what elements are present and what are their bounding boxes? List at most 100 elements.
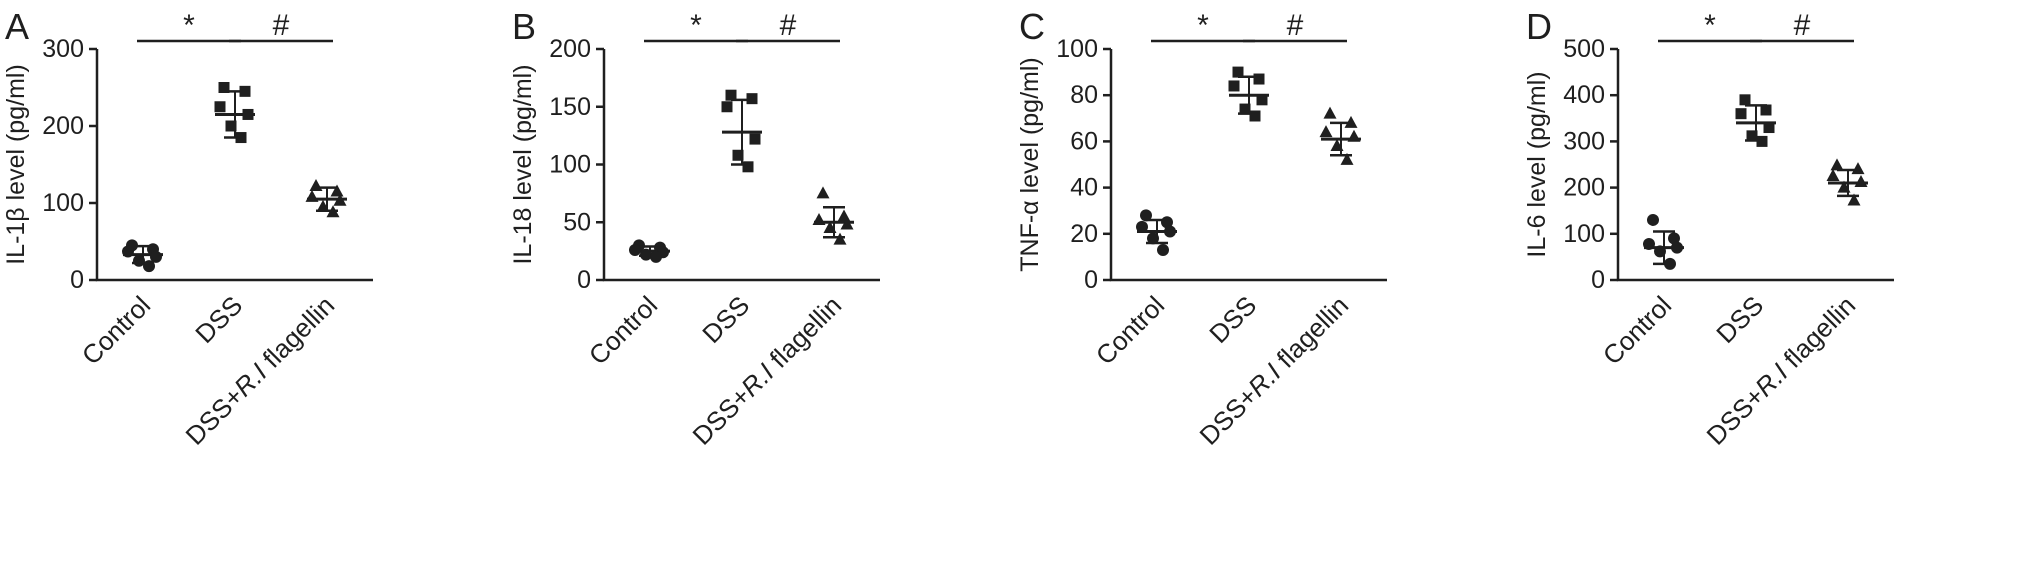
data-point-circle bbox=[1161, 216, 1173, 229]
data-point-triangle bbox=[833, 232, 847, 245]
significance-label: # bbox=[1794, 9, 1811, 42]
significance-label: * bbox=[690, 9, 702, 42]
y-axis-label: TNF-α level (pg/ml) bbox=[1016, 57, 1044, 271]
y-tick-label: 200 bbox=[42, 112, 84, 140]
y-tick-label: 0 bbox=[70, 266, 84, 294]
panel-letter: B bbox=[512, 6, 536, 47]
significance-label: # bbox=[273, 9, 290, 42]
panel-letter: D bbox=[1526, 6, 1552, 47]
data-point-triangle bbox=[816, 186, 830, 199]
x-category-label: Control bbox=[583, 290, 663, 370]
group-DSS bbox=[721, 89, 762, 173]
y-axis-label: IL-6 level (pg/ml) bbox=[1523, 71, 1551, 257]
data-point-square bbox=[242, 108, 254, 120]
data-point-square bbox=[1232, 66, 1244, 78]
x-category-label: DSS bbox=[1710, 290, 1769, 349]
data-point-triangle bbox=[1854, 175, 1868, 188]
data-point-circle bbox=[122, 245, 134, 258]
data-point-triangle bbox=[1347, 129, 1361, 142]
group-Control bbox=[1643, 213, 1684, 270]
data-point-circle bbox=[650, 250, 662, 263]
data-point-circle bbox=[640, 248, 652, 261]
data-point-square bbox=[1239, 103, 1251, 115]
significance-label: # bbox=[1287, 9, 1304, 42]
data-point-triangle bbox=[840, 217, 854, 230]
x-category-label: Control bbox=[76, 290, 156, 370]
x-category-label: Control bbox=[1597, 290, 1677, 370]
significance-label: # bbox=[780, 9, 797, 42]
data-point-square bbox=[1760, 104, 1772, 116]
group-Control bbox=[629, 239, 670, 263]
x-category-label: Control bbox=[1090, 290, 1170, 370]
data-point-circle bbox=[133, 254, 145, 267]
data-point-square bbox=[1763, 122, 1775, 134]
data-point-circle bbox=[1664, 257, 1676, 270]
data-point-triangle bbox=[823, 221, 837, 234]
data-point-square bbox=[1256, 94, 1268, 106]
y-tick-label: 500 bbox=[1563, 35, 1605, 63]
data-point-triangle bbox=[1851, 162, 1865, 175]
group-DSS+R.I flagellin bbox=[812, 186, 854, 245]
data-point-square bbox=[1249, 110, 1261, 122]
data-point-square bbox=[732, 149, 744, 161]
data-point-triangle bbox=[1837, 180, 1851, 193]
data-point-triangle bbox=[1330, 139, 1344, 152]
significance-label: * bbox=[1197, 9, 1209, 42]
y-tick-label: 100 bbox=[549, 151, 591, 179]
y-tick-label: 400 bbox=[1563, 81, 1605, 109]
y-tick-label: 50 bbox=[563, 208, 591, 236]
data-point-triangle bbox=[309, 179, 323, 192]
data-point-circle bbox=[1668, 232, 1680, 245]
y-tick-label: 300 bbox=[42, 35, 84, 63]
significance-label: * bbox=[1704, 9, 1716, 42]
data-point-triangle bbox=[1323, 106, 1337, 119]
x-category-label: DSS bbox=[1203, 290, 1262, 349]
data-point-triangle bbox=[330, 184, 344, 197]
data-point-circle bbox=[1643, 237, 1655, 250]
panel-D: D IL-6 level (pg/ml) 0 100 200 300 400 500 Contr… bbox=[1521, 0, 2028, 560]
data-point-triangle bbox=[837, 209, 851, 222]
y-tick-label: 100 bbox=[1056, 35, 1098, 63]
data-point-triangle bbox=[1319, 125, 1333, 138]
y-axis-label: IL-1β level (pg/ml) bbox=[2, 64, 30, 265]
data-point-circle bbox=[1164, 225, 1176, 238]
y-tick-label: 0 bbox=[1591, 266, 1605, 294]
data-point-circle bbox=[629, 243, 641, 256]
data-point-square bbox=[235, 132, 247, 144]
data-point-triangle bbox=[1826, 169, 1840, 182]
panel-A: A IL-1β level (pg/ml) 0 100 200 300 Control DSS… bbox=[0, 0, 507, 560]
y-tick-label: 150 bbox=[549, 93, 591, 121]
panel-svg-A: A IL-1β level (pg/ml) 0 100 200 300 Control DSS… bbox=[2, 6, 373, 451]
data-point-circle bbox=[1654, 245, 1666, 258]
group-DSS bbox=[1228, 66, 1269, 122]
data-point-circle bbox=[1136, 220, 1148, 233]
y-tick-label: 100 bbox=[42, 189, 84, 217]
data-point-triangle bbox=[305, 189, 319, 202]
panel-svg-C: C TNF-α level (pg/ml) 0 20 40 60 80 100 Control D… bbox=[1016, 6, 1387, 451]
x-category-label: DSS bbox=[189, 290, 248, 349]
data-point-triangle bbox=[1847, 193, 1861, 206]
y-tick-label: 300 bbox=[1563, 127, 1605, 155]
data-point-square bbox=[1253, 73, 1265, 85]
data-point-square bbox=[749, 133, 761, 145]
data-point-circle bbox=[1157, 243, 1169, 256]
panel-letter: C bbox=[1019, 6, 1045, 47]
group-Control bbox=[1136, 209, 1177, 256]
data-point-square bbox=[1739, 94, 1751, 106]
data-point-triangle bbox=[326, 205, 340, 218]
y-tick-label: 0 bbox=[577, 266, 591, 294]
data-point-square bbox=[1228, 80, 1240, 92]
data-point-circle bbox=[143, 260, 155, 273]
group-DSS+R.I flagellin bbox=[305, 179, 347, 218]
group-DSS bbox=[214, 82, 255, 144]
panel-B: B IL-18 level (pg/ml) 0 50 100 150 200 Control D… bbox=[507, 0, 1014, 560]
group-DSS bbox=[1735, 94, 1776, 147]
data-point-square bbox=[1735, 108, 1747, 120]
data-point-triangle bbox=[812, 212, 826, 225]
data-point-circle bbox=[1671, 241, 1683, 254]
data-point-triangle bbox=[333, 193, 347, 206]
significance-label: * bbox=[183, 9, 195, 42]
y-tick-label: 200 bbox=[1563, 174, 1605, 202]
x-category-label: DSS bbox=[696, 290, 755, 349]
